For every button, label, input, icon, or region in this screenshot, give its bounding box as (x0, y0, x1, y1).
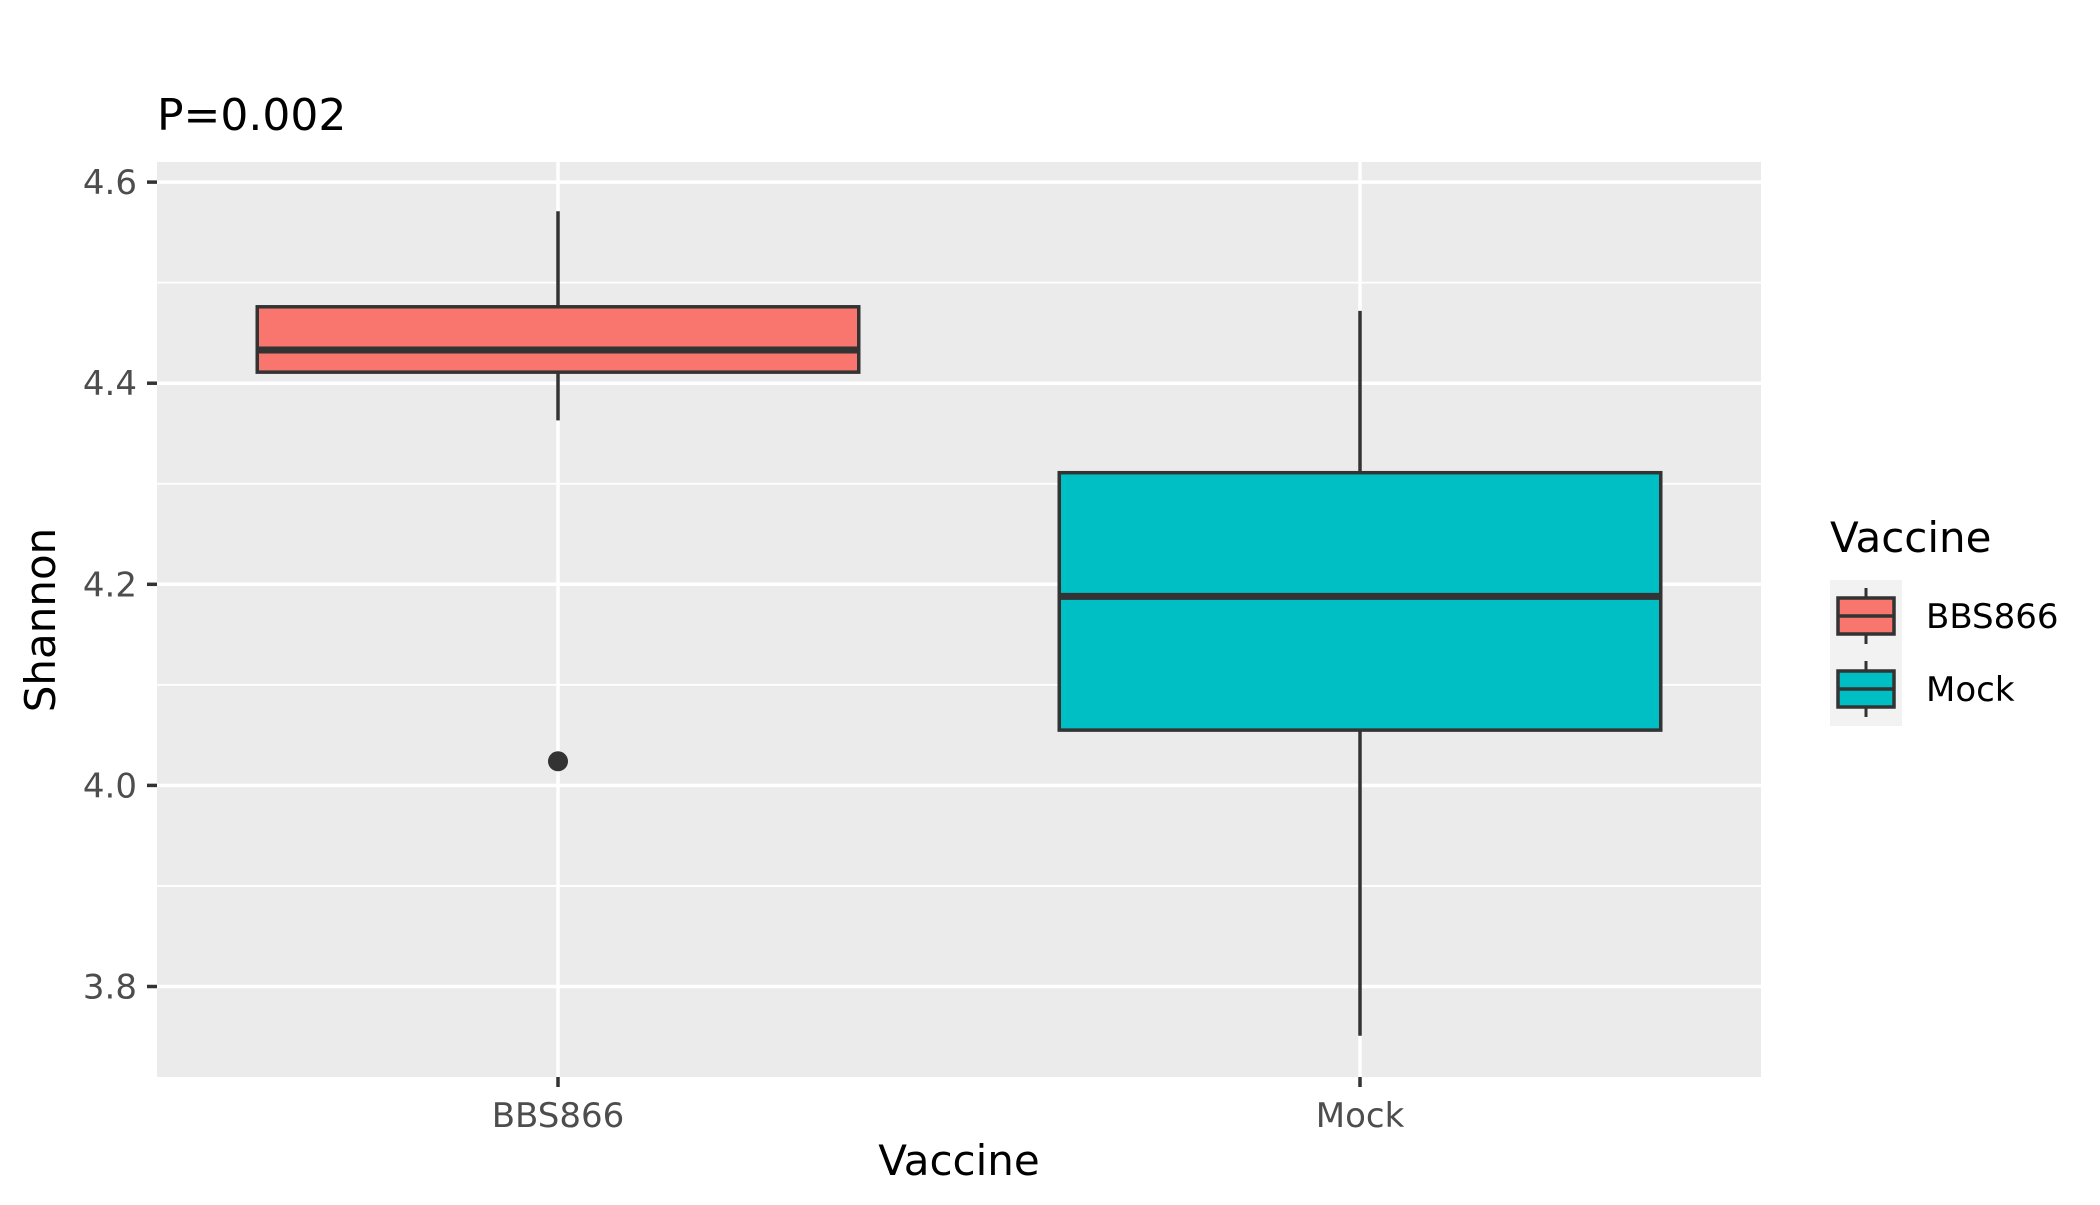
box-iqr (1057, 470, 1663, 732)
box-mock (1057, 310, 1663, 1036)
legend-label-bbs866: BBS866 (1926, 597, 2059, 637)
axes: 3.8 4.0 4.2 4.4 4.6 BBS866 Mock (83, 163, 1405, 1136)
box-layer (255, 211, 1663, 1036)
legend-title: Vaccine (1830, 513, 1992, 562)
y-tick-label: 4.6 (83, 163, 137, 203)
y-tick-label: 4.4 (83, 364, 137, 404)
y-tick-label: 4.0 (83, 766, 137, 806)
plot-title: P=0.002 (157, 90, 346, 141)
box-bbs866 (255, 211, 861, 772)
legend-key-mock (1836, 661, 1896, 717)
outlier-point (548, 751, 568, 772)
box-iqr (255, 305, 861, 374)
y-tick-label: 4.2 (83, 565, 137, 605)
legend-keys (1836, 588, 1896, 717)
x-tick-label: Mock (1316, 1096, 1405, 1136)
legend-key-bbs866 (1836, 588, 1896, 644)
legend: Vaccine BBS866 Mock (1830, 513, 2059, 726)
x-tick-label: BBS866 (492, 1096, 625, 1136)
y-tick-label: 3.8 (83, 968, 137, 1008)
y-axis-title: Shannon (16, 528, 65, 713)
legend-label-mock: Mock (1926, 670, 2015, 710)
x-axis-title: Vaccine (878, 1136, 1040, 1185)
